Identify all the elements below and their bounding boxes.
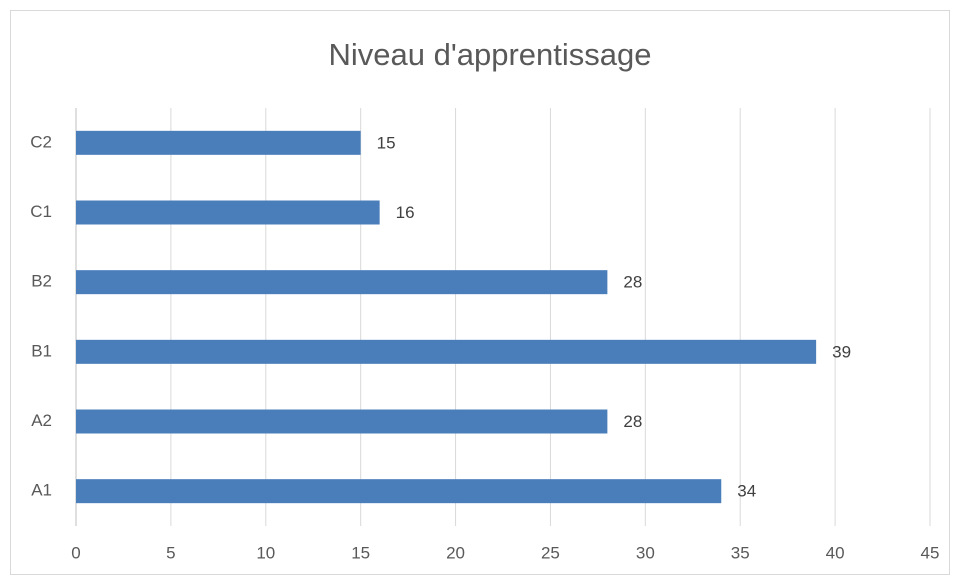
x-tick-label: 5 — [166, 543, 175, 562]
x-tick-label: 40 — [826, 543, 845, 562]
x-tick-label: 25 — [541, 543, 560, 562]
data-label: 28 — [623, 273, 642, 292]
x-tick-label: 35 — [731, 543, 750, 562]
bar — [76, 270, 608, 295]
data-label: 28 — [623, 412, 642, 431]
bar — [76, 409, 608, 434]
bar — [76, 339, 817, 364]
data-label: 39 — [832, 342, 851, 361]
chart-title: Niveau d'apprentissage — [328, 37, 651, 72]
x-tick-label: 20 — [446, 543, 465, 562]
x-tick-label: 10 — [256, 543, 275, 562]
data-label: 16 — [396, 203, 415, 222]
x-tick-label: 45 — [921, 543, 940, 562]
x-tick-label: 30 — [636, 543, 655, 562]
y-tick-label: C2 — [30, 132, 52, 151]
data-label: 34 — [737, 482, 756, 501]
y-tick-label: B2 — [31, 272, 52, 291]
bar — [76, 130, 361, 155]
bar — [76, 479, 722, 504]
y-tick-label: B1 — [31, 341, 52, 360]
y-tick-label: A2 — [31, 411, 52, 430]
y-tick-label: C1 — [30, 202, 52, 221]
bar — [76, 200, 380, 225]
data-label: 15 — [377, 133, 396, 152]
y-tick-label: A1 — [31, 481, 52, 500]
x-tick-label: 0 — [71, 543, 80, 562]
x-tick-label: 15 — [351, 543, 370, 562]
